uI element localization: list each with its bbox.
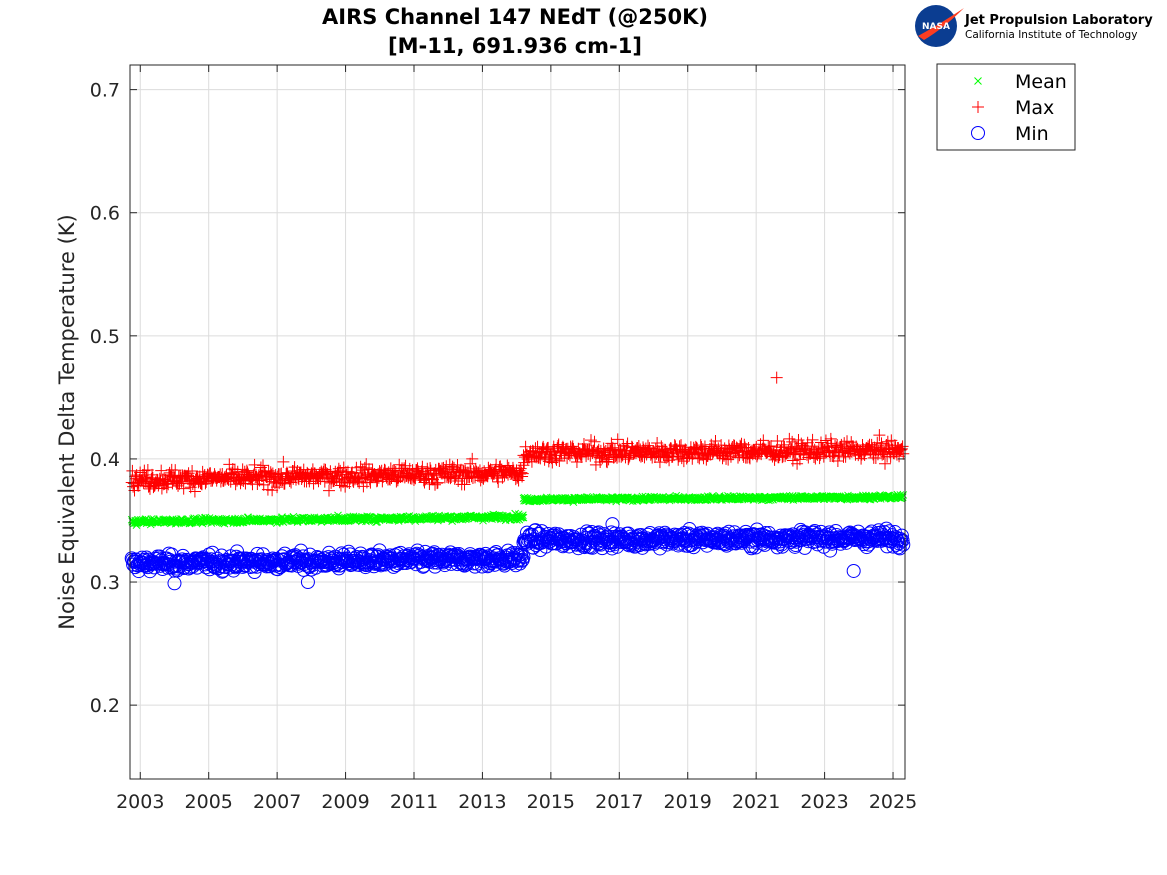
x-tick-label: 2013 bbox=[458, 791, 506, 813]
legend-label-min: Min bbox=[1015, 123, 1049, 145]
data-point-max bbox=[237, 475, 250, 488]
data-point-max bbox=[177, 482, 190, 495]
chart-title-line-2: [M-11, 691.936 cm-1] bbox=[388, 34, 642, 58]
x-tick-label: 2023 bbox=[800, 791, 848, 813]
nasa-badge-text: NASA bbox=[922, 22, 950, 32]
data-point-max bbox=[356, 464, 369, 477]
data-point-min bbox=[516, 550, 531, 565]
series-max bbox=[125, 371, 910, 498]
data-point-max bbox=[266, 484, 279, 497]
data-point-max bbox=[360, 458, 373, 471]
data-point-min bbox=[512, 556, 527, 571]
y-tick-label: 0.4 bbox=[90, 449, 120, 471]
data-point-max bbox=[364, 476, 377, 489]
nasa-swoosh bbox=[918, 8, 964, 40]
data-point-max bbox=[146, 468, 159, 481]
data-point-max bbox=[257, 459, 270, 472]
data-point-max bbox=[222, 473, 235, 486]
data-point-min bbox=[895, 533, 910, 548]
data-point-min bbox=[876, 530, 891, 545]
y-tick-label: 0.5 bbox=[90, 326, 120, 348]
chart-title-line-1: AIRS Channel 147 NEdT (@250K) bbox=[322, 5, 708, 29]
x-tick-label: 2009 bbox=[321, 791, 369, 813]
data-point-max bbox=[251, 478, 264, 491]
data-point-min bbox=[293, 543, 308, 558]
legend-label-max: Max bbox=[1015, 97, 1054, 119]
data-marks bbox=[124, 371, 911, 591]
x-tick-label: 2025 bbox=[869, 791, 917, 813]
data-point-min bbox=[528, 523, 543, 538]
y-tick-label: 0.7 bbox=[90, 80, 120, 102]
data-point-max bbox=[155, 464, 168, 477]
x-tick-label: 2011 bbox=[390, 791, 438, 813]
data-point-max bbox=[323, 484, 336, 497]
legend: Mean Max Min bbox=[936, 63, 1076, 151]
data-point-min bbox=[396, 549, 411, 564]
x-tick-label: 2019 bbox=[664, 791, 712, 813]
plot-area bbox=[130, 65, 905, 779]
data-point-min bbox=[823, 543, 838, 558]
data-point-max bbox=[142, 480, 155, 493]
jpl-org-name: Jet Propulsion Laboratory bbox=[964, 13, 1153, 28]
data-point-min-outlier bbox=[846, 563, 861, 578]
series-min bbox=[124, 517, 911, 591]
x-tick-label: 2005 bbox=[185, 791, 233, 813]
x-tick-label: 2007 bbox=[253, 791, 301, 813]
y-axis-label: Noise Equivalent Delta Temperature (K) bbox=[55, 214, 79, 630]
x-tick-label: 2015 bbox=[527, 791, 575, 813]
data-point-min-outlier bbox=[167, 576, 182, 591]
data-point-min bbox=[469, 551, 484, 566]
data-point-min bbox=[896, 537, 911, 552]
data-point-max bbox=[437, 461, 450, 474]
data-point-max bbox=[188, 485, 201, 498]
data-point-max bbox=[466, 452, 479, 465]
data-point-max bbox=[140, 470, 153, 483]
data-point-min bbox=[894, 528, 909, 543]
data-point-min-outlier bbox=[300, 575, 315, 590]
jpl-org-subtitle: California Institute of Technology bbox=[965, 29, 1137, 41]
data-point-min-outlier bbox=[605, 517, 620, 532]
legend-label-mean: Mean bbox=[1015, 71, 1067, 93]
data-point-max bbox=[332, 462, 345, 475]
data-point-max bbox=[169, 464, 182, 477]
y-tick-label: 0.3 bbox=[90, 572, 120, 594]
data-point-max bbox=[458, 478, 471, 491]
data-point-max bbox=[416, 460, 429, 473]
nasa-jpl-logo: NASA Jet Propulsion Laboratory Californi… bbox=[915, 5, 1153, 47]
data-point-max bbox=[277, 455, 290, 468]
data-point-max bbox=[460, 472, 473, 485]
y-tick-label: 0.6 bbox=[90, 203, 120, 225]
data-point-max bbox=[431, 476, 444, 489]
x-tick-label: 2021 bbox=[732, 791, 780, 813]
y-tick-label: 0.2 bbox=[90, 695, 120, 717]
data-point-max bbox=[327, 474, 340, 487]
data-point-max bbox=[464, 457, 477, 470]
x-tick-label: 2003 bbox=[116, 791, 164, 813]
x-tick-label: 2017 bbox=[595, 791, 643, 813]
data-point-max bbox=[429, 478, 442, 491]
